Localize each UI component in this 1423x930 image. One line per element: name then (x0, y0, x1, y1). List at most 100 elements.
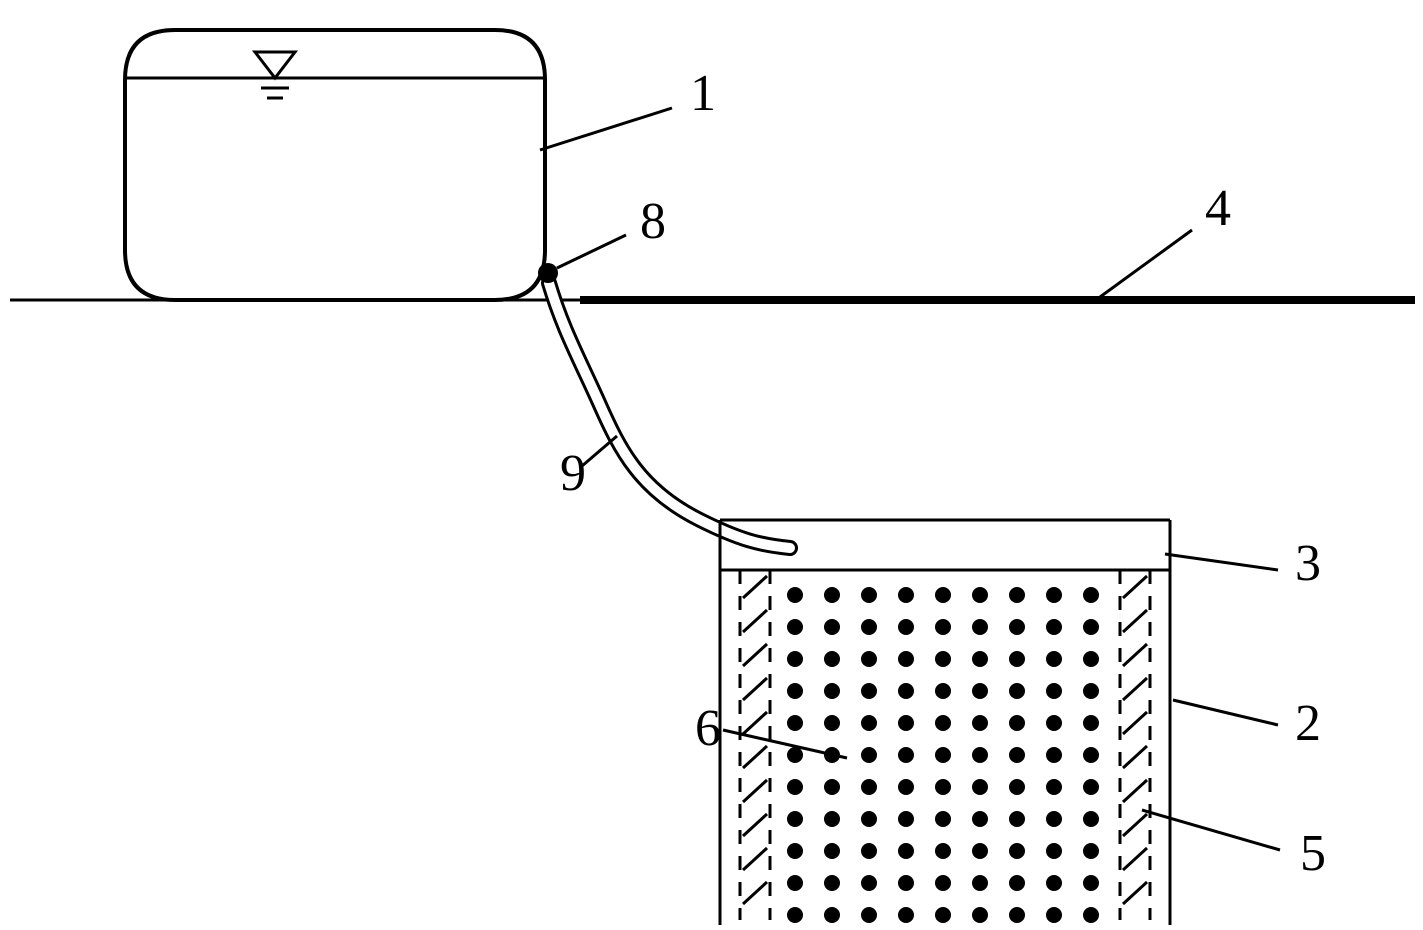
leader-3 (1165, 554, 1278, 570)
pipe-outer (549, 283, 790, 548)
grid-dot (898, 715, 914, 731)
label-1: 1 (690, 65, 716, 122)
hatch-tick (1123, 882, 1147, 904)
grid-dot (1046, 843, 1062, 859)
grid-dot (824, 715, 840, 731)
leader-6 (723, 730, 847, 758)
grid-dot (972, 651, 988, 667)
hatch-tick (743, 848, 767, 870)
grid-dot (1046, 907, 1062, 923)
grid-dot (1009, 683, 1025, 699)
hatch-tick (743, 882, 767, 904)
grid-dot (898, 811, 914, 827)
grid-dot (972, 747, 988, 763)
grid-dot (1009, 811, 1025, 827)
grid-dot (787, 715, 803, 731)
label-3: 3 (1295, 535, 1321, 592)
grid-dot (972, 683, 988, 699)
grid-dot (1083, 683, 1099, 699)
hatch-tick (1123, 814, 1147, 836)
grid-dot (1009, 779, 1025, 795)
grid-dot (1083, 875, 1099, 891)
grid-dot (787, 683, 803, 699)
grid-dot (1046, 715, 1062, 731)
grid-dot (824, 683, 840, 699)
grid-dot (787, 875, 803, 891)
grid-dot (1009, 651, 1025, 667)
grid-dot (787, 651, 803, 667)
grid-dot (824, 587, 840, 603)
hatch-tick (743, 644, 767, 666)
hatch-tick (1123, 712, 1147, 734)
grid-dot (935, 843, 951, 859)
hatch-tick (1123, 678, 1147, 700)
grid-dot (935, 715, 951, 731)
water-level-icon (255, 52, 295, 78)
grid-dot (861, 779, 877, 795)
label-8: 8 (640, 193, 666, 250)
grid-dot (1083, 619, 1099, 635)
grid-dot (824, 907, 840, 923)
grid-dot (1009, 587, 1025, 603)
grid-dot (898, 683, 914, 699)
grid-dot (861, 619, 877, 635)
grid-dot (1083, 843, 1099, 859)
grid-dot (861, 811, 877, 827)
grid-dot (1083, 907, 1099, 923)
grid-dot (972, 587, 988, 603)
label-4: 4 (1205, 180, 1231, 237)
leader-5 (1142, 810, 1280, 850)
grid-dot (861, 747, 877, 763)
grid-dot (1009, 619, 1025, 635)
grid-dot (1083, 651, 1099, 667)
grid-dot (898, 747, 914, 763)
hatch-tick (743, 610, 767, 632)
grid-dot (972, 779, 988, 795)
grid-dot (824, 651, 840, 667)
hatch-tick (743, 814, 767, 836)
grid-dot (861, 587, 877, 603)
grid-dot (1083, 811, 1099, 827)
grid-dot (824, 843, 840, 859)
grid-dot (1009, 907, 1025, 923)
grid-dot (787, 619, 803, 635)
hatch-tick (1123, 746, 1147, 768)
grid-dot (824, 875, 840, 891)
grid-dot (861, 875, 877, 891)
leader-2 (1173, 700, 1278, 725)
grid-dot (861, 907, 877, 923)
grid-dot (861, 651, 877, 667)
leader-9 (582, 436, 617, 466)
grid-dot (972, 619, 988, 635)
grid-dot (1046, 811, 1062, 827)
grid-dot (972, 875, 988, 891)
grid-dot (787, 907, 803, 923)
grid-dot (935, 619, 951, 635)
grid-dot (1046, 779, 1062, 795)
grid-dot (898, 907, 914, 923)
label-9: 9 (560, 445, 586, 502)
grid-dot (787, 587, 803, 603)
grid-dot (824, 811, 840, 827)
grid-dot (898, 651, 914, 667)
hatch-tick (743, 678, 767, 700)
grid-dot (1009, 843, 1025, 859)
hatch-tick (1123, 576, 1147, 598)
grid-dot (1083, 747, 1099, 763)
grid-dot (935, 875, 951, 891)
grid-dot (1083, 587, 1099, 603)
hatch-tick (1123, 780, 1147, 802)
hatch-group (1123, 576, 1147, 904)
grid-dot (1046, 747, 1062, 763)
grid-dot (972, 811, 988, 827)
grid-dot (787, 811, 803, 827)
grid-dot (1046, 651, 1062, 667)
leader-4 (1100, 230, 1192, 297)
hatch-tick (743, 576, 767, 598)
grid-dot (1009, 715, 1025, 731)
grid-dot (898, 619, 914, 635)
hatch-tick (1123, 644, 1147, 666)
grid-dot (898, 779, 914, 795)
hatch-tick (743, 712, 767, 734)
grid-dot (787, 747, 803, 763)
